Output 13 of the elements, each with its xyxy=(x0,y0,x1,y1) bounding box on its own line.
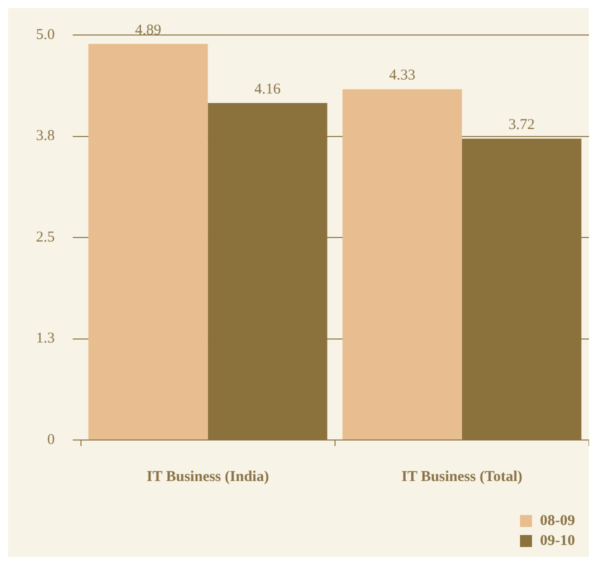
x-tick-label: IT Business (India) xyxy=(146,468,269,485)
y-tick-label: 2.5 xyxy=(36,229,55,246)
legend-label: 08-09 xyxy=(540,512,575,530)
y-tick-label: 3.8 xyxy=(36,128,55,144)
y-tick-label: 1.3 xyxy=(36,330,55,347)
data-label: 4.16 xyxy=(254,81,282,98)
data-label: 3.72 xyxy=(508,117,535,134)
x-tick-label: IT Business (Total) xyxy=(401,468,522,485)
data-label: 4.89 xyxy=(134,22,162,38)
legend-label: 09-10 xyxy=(540,532,575,550)
data-label: 4.33 xyxy=(389,68,416,84)
y-tick-label: 0 xyxy=(47,432,55,448)
y-tick-label: 5.0 xyxy=(36,26,55,43)
